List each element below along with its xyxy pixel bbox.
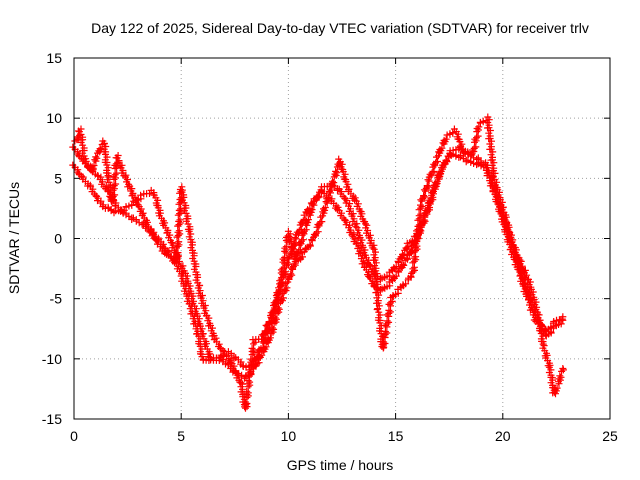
- y-tick-label: 0: [54, 231, 62, 247]
- data-point-segment: [228, 360, 245, 387]
- x-tick-label: 0: [70, 428, 78, 444]
- data-point-segment: [292, 211, 309, 239]
- y-tick-label: -10: [42, 351, 62, 367]
- data-point-segment: [210, 336, 227, 354]
- data-point-segment: [267, 286, 284, 319]
- data-point-segment: [198, 330, 215, 363]
- data-point-segment: [484, 113, 499, 180]
- data-point-segment: [335, 155, 352, 194]
- data-point-segment: [220, 348, 235, 366]
- data-point-segment: [378, 268, 394, 282]
- data-point-segment: [122, 201, 136, 211]
- data-point-segment: [129, 191, 146, 218]
- data-point-segment: [474, 159, 488, 171]
- y-tick-label: 15: [46, 50, 62, 66]
- x-tick-label: 15: [388, 428, 404, 444]
- y-tick-label: -15: [42, 411, 62, 427]
- data-point-segment: [443, 129, 457, 139]
- data-point-segment: [387, 285, 402, 301]
- data-point-segment: [408, 201, 426, 277]
- x-tick-label: 25: [602, 428, 618, 444]
- data-point-segment: [362, 221, 378, 252]
- data-points: [69, 113, 567, 412]
- series-s2: [69, 149, 567, 371]
- data-point-segment: [241, 338, 259, 412]
- data-point: [559, 316, 567, 324]
- data-point-segment: [104, 204, 118, 217]
- data-point-segment: [370, 245, 383, 313]
- data-point-segment: [555, 366, 567, 386]
- data-point-segment: [352, 197, 369, 228]
- series-s3: [71, 113, 567, 412]
- data-point-segment: [176, 183, 194, 233]
- data-point-segment: [378, 278, 394, 293]
- data-point-segment: [345, 200, 361, 230]
- y-tick-label: -5: [50, 291, 63, 307]
- data-point-segment: [539, 342, 554, 370]
- data-point-segment: [378, 297, 396, 352]
- data-point-segment: [69, 161, 85, 180]
- data-point-segment: [113, 152, 130, 180]
- chart-title: Day 122 of 2025, Sidereal Day-to-day VTE…: [91, 20, 589, 36]
- data-point-segment: [345, 221, 360, 248]
- data-point-segment: [292, 248, 308, 265]
- data-point-segment: [464, 156, 481, 169]
- data-point-segment: [476, 117, 490, 127]
- data-point-segment: [435, 135, 450, 157]
- data-point-segment: [156, 241, 171, 258]
- data-point-segment: [417, 176, 433, 205]
- x-axis-label: GPS time / hours: [287, 457, 394, 473]
- data-point-segment: [405, 272, 415, 282]
- data-point-segment: [388, 257, 403, 275]
- data-point-segment: [189, 300, 207, 338]
- y-tick-label: 5: [54, 170, 62, 186]
- grid-lines: [74, 58, 610, 419]
- data-point-segment: [140, 190, 153, 198]
- plot-frame: [73, 57, 611, 420]
- data-point-segment: [203, 312, 220, 342]
- axis-ticks: 0 5 10 15 20 25 -15 -10 -5 0 5 10 15: [42, 50, 618, 444]
- data-point-segment: [69, 143, 85, 162]
- data-point-segment: [258, 313, 275, 340]
- data-point-segment: [353, 239, 370, 270]
- data-point-segment: [87, 153, 101, 175]
- data-point-segment: [194, 281, 210, 320]
- data-point-segment: [439, 151, 455, 169]
- data-point-segment: [249, 335, 266, 344]
- data-point-segment: [99, 137, 112, 180]
- data-point-segment: [302, 236, 316, 253]
- data-point: [559, 364, 567, 372]
- data-point-segment: [516, 257, 532, 284]
- data-point-segment: [468, 123, 483, 157]
- data-point-segment: [327, 195, 342, 214]
- y-tick-label: 10: [46, 110, 62, 126]
- data-point-segment: [532, 306, 547, 348]
- data-point-segment: [185, 227, 203, 290]
- data-point-segment: [112, 206, 128, 215]
- data-point-segment: [319, 186, 335, 217]
- y-axis-label: SDTVAR / TECUs: [6, 182, 22, 294]
- data-point-segment: [388, 267, 403, 285]
- data-point-segment: [71, 127, 84, 145]
- x-tick-label: 10: [281, 428, 297, 444]
- data-point-segment: [425, 152, 442, 181]
- data-point-segment: [421, 186, 437, 217]
- data-point-segment: [525, 275, 541, 314]
- data-point-segment: [489, 173, 507, 212]
- x-tick-label: 5: [177, 428, 185, 444]
- data-point-segment: [310, 212, 327, 241]
- data-point-segment: [507, 233, 524, 264]
- data-point-segment: [345, 185, 359, 204]
- data-point-segment: [450, 125, 467, 156]
- x-tick-label: 20: [495, 428, 511, 444]
- data-point-segment: [207, 356, 223, 364]
- data-point-segment: [430, 163, 447, 191]
- data-point-segment: [327, 159, 344, 191]
